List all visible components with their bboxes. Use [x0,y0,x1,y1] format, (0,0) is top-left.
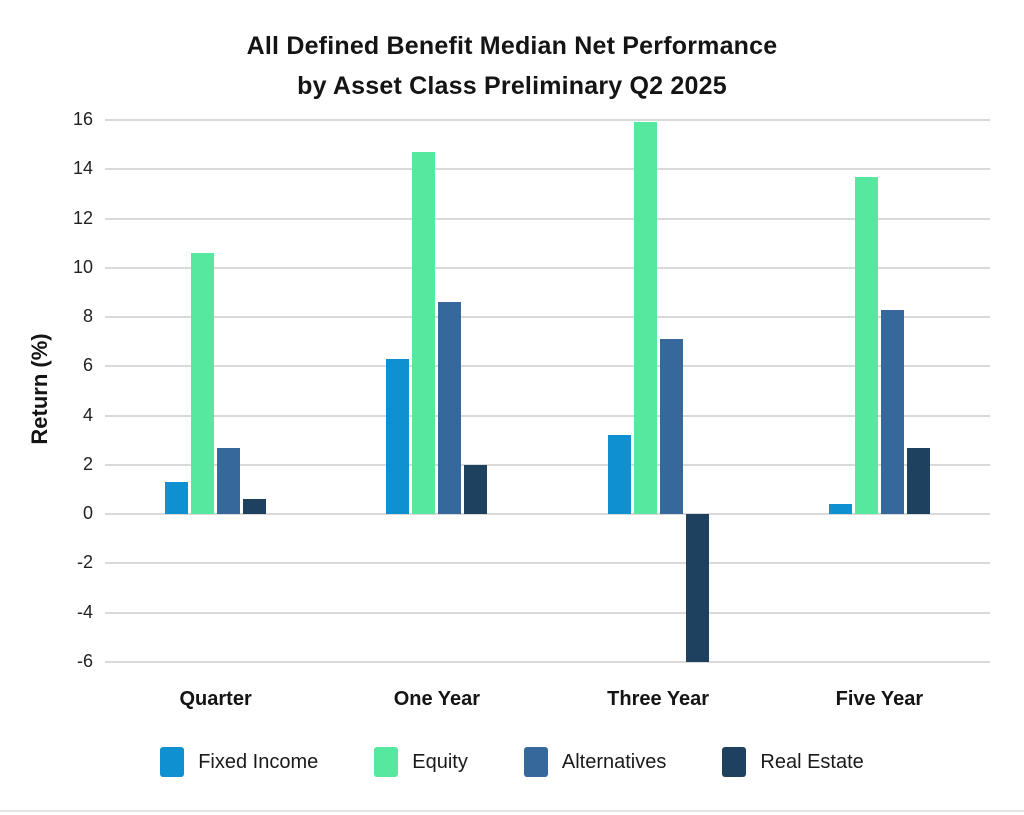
plot-area: 16 14 12 10 8 6 4 2 0 -2 -4 -6 [73,109,990,671]
bar-three-year-equity [633,122,657,515]
y-tick-label-4: 4 [82,404,93,425]
legend-swatch-real-estate [722,747,747,777]
y-tick-label-2: 2 [82,453,93,474]
x-axis-label-one-year: One Year [393,688,481,710]
legend-swatch-equity [374,747,399,777]
bar-quarter-fixed-income [165,482,189,515]
chart-title-line1: All Defined Benefit Median Net Performan… [246,32,778,60]
chart-title: All Defined Benefit Median Net Performan… [0,26,1024,106]
bar-one-year-real-estate [464,464,488,515]
x-axis-label-three-year: Three Year [607,688,710,710]
y-tick-label-6: 6 [82,355,93,376]
legend-item-real-estate: Real Estate [722,747,864,777]
legend-label-alternatives: Alternatives [561,750,667,773]
legend-item-alternatives: Alternatives [523,747,667,777]
y-tick-label-14: 14 [72,158,93,179]
gridline-12 [105,217,990,220]
legend-item-fixed-income: Fixed Income [160,747,318,777]
legend-item-equity: Equity [374,747,468,777]
y-tick-label-0: 0 [82,503,93,524]
y-tick-label-8: 8 [82,306,93,327]
y-tick-label--6: -6 [76,651,93,672]
y-tick-label--2: -2 [76,552,93,573]
gridline-8 [105,316,990,319]
x-axis-label-quarter: Quarter [179,688,252,710]
bottom-divider [0,810,1024,812]
bar-quarter-real-estate [243,499,267,515]
legend-swatch-fixed-income [160,747,185,777]
bar-five-year-real-estate [906,447,930,515]
y-tick-label-16: 16 [72,109,93,130]
y-tick-label--4: -4 [76,601,93,622]
gridline--2 [105,562,990,565]
gridline-0 [105,513,990,516]
legend-label-fixed-income: Fixed Income [198,750,319,773]
gridline-10 [105,266,990,269]
bar-three-year-alternatives [659,339,683,515]
gridline-16 [105,119,990,121]
bar-three-year-fixed-income [607,435,631,515]
bar-three-year-real-estate [685,514,709,662]
gridline-2 [105,463,990,466]
bar-one-year-alternatives [438,302,462,515]
bar-five-year-alternatives [880,309,904,515]
legend-swatch-alternatives [523,747,548,777]
bar-quarter-alternatives [217,447,241,515]
bar-quarter-equity [191,253,215,515]
bar-five-year-equity [854,176,878,515]
bar-one-year-fixed-income [386,358,410,515]
legend: Fixed Income Equity Alternatives Real Estat… [0,747,1024,777]
gridline--6 [105,661,990,663]
chart-title-line2: by Asset Class Preliminary Q2 2025 [297,72,727,100]
x-axis-label-five-year: Five Year [835,688,924,710]
bar-one-year-equity [412,152,436,515]
y-tick-label-12: 12 [72,207,93,228]
bar-five-year-fixed-income [828,504,852,515]
gridline-4 [105,414,990,417]
y-tick-label-10: 10 [72,256,93,277]
gridline-14 [105,168,990,171]
gridline-6 [105,365,990,368]
legend-label-equity: Equity [412,750,468,773]
legend-label-real-estate: Real Estate [760,750,864,773]
gridline--4 [105,611,990,614]
